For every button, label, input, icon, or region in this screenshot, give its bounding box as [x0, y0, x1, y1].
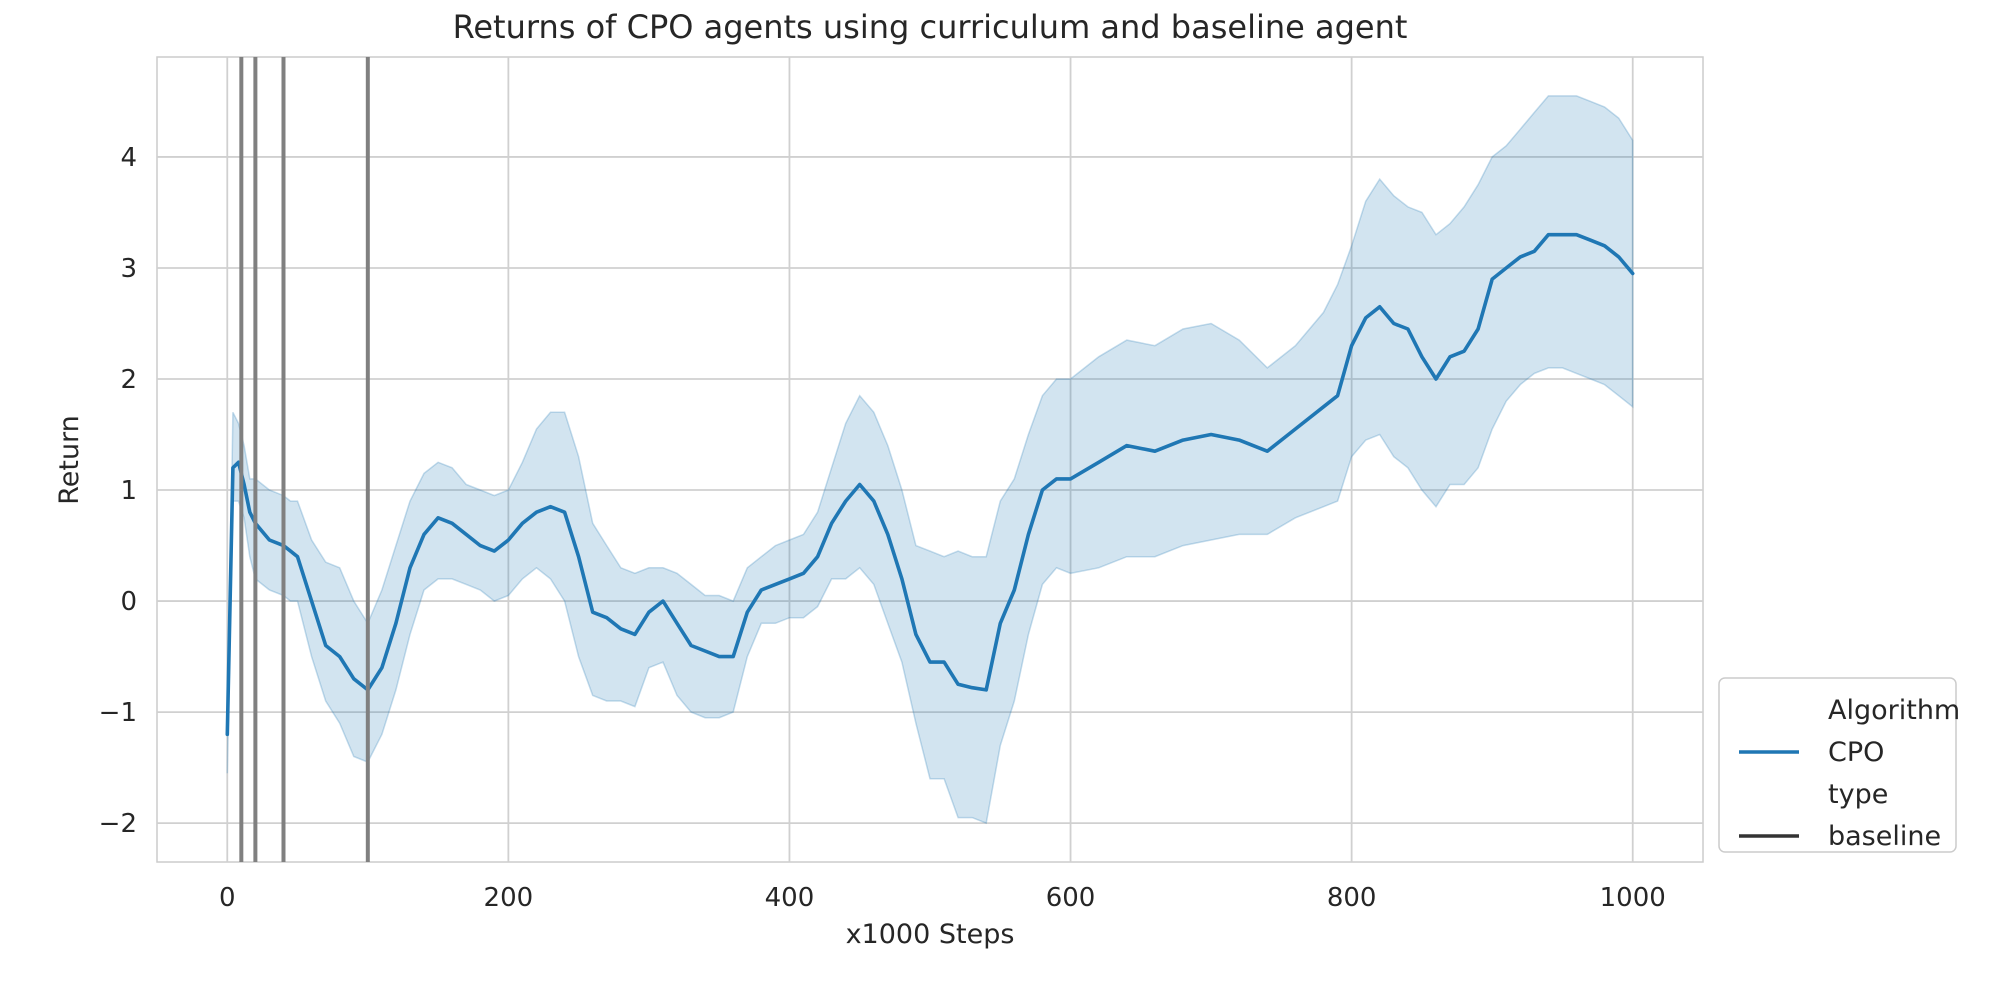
- legend-box: [1718, 677, 1957, 853]
- legend-header: Algorithm: [1828, 695, 1960, 726]
- legend-entry: baseline: [1828, 821, 1941, 852]
- x-axis-label: x1000 Steps: [846, 919, 1015, 950]
- y-tick-label: 0: [120, 587, 137, 617]
- x-tick-label: 800: [1327, 883, 1377, 913]
- y-tick-label: 3: [120, 254, 137, 284]
- y-gridlines: [157, 156, 1703, 825]
- y-tick-label: 4: [120, 143, 137, 173]
- series-line-layer: [225, 232, 1635, 737]
- curriculum-vertical-lines: [239, 57, 370, 862]
- y-tick-labels: −2 −1 0 1 2 3 4: [99, 143, 137, 839]
- x-tick-labels: 0 200 400 600 800 1000: [219, 883, 1666, 913]
- cpo-series-line: [225, 232, 1635, 737]
- x-tick-label: 400: [765, 883, 815, 913]
- legend-header: type: [1828, 779, 1888, 810]
- y-axis-label: Return: [54, 415, 85, 505]
- plot-area: [156, 56, 1704, 863]
- legend: Algorithm CPO type baseline: [1718, 677, 1960, 853]
- y-tick-label: 2: [120, 365, 137, 395]
- x-tick-label: 600: [1046, 883, 1096, 913]
- y-tick-label: 1: [120, 476, 137, 506]
- y-tick-label: −2: [99, 809, 137, 839]
- legend-entry: CPO: [1828, 737, 1884, 768]
- x-tick-label: 200: [484, 883, 534, 913]
- chart-title: Returns of CPO agents using curriculum a…: [453, 8, 1408, 46]
- y-tick-label: −1: [99, 698, 137, 728]
- x-tick-label: 1000: [1600, 883, 1666, 913]
- plot-frame: [156, 56, 1704, 863]
- x-tick-label: 0: [219, 883, 236, 913]
